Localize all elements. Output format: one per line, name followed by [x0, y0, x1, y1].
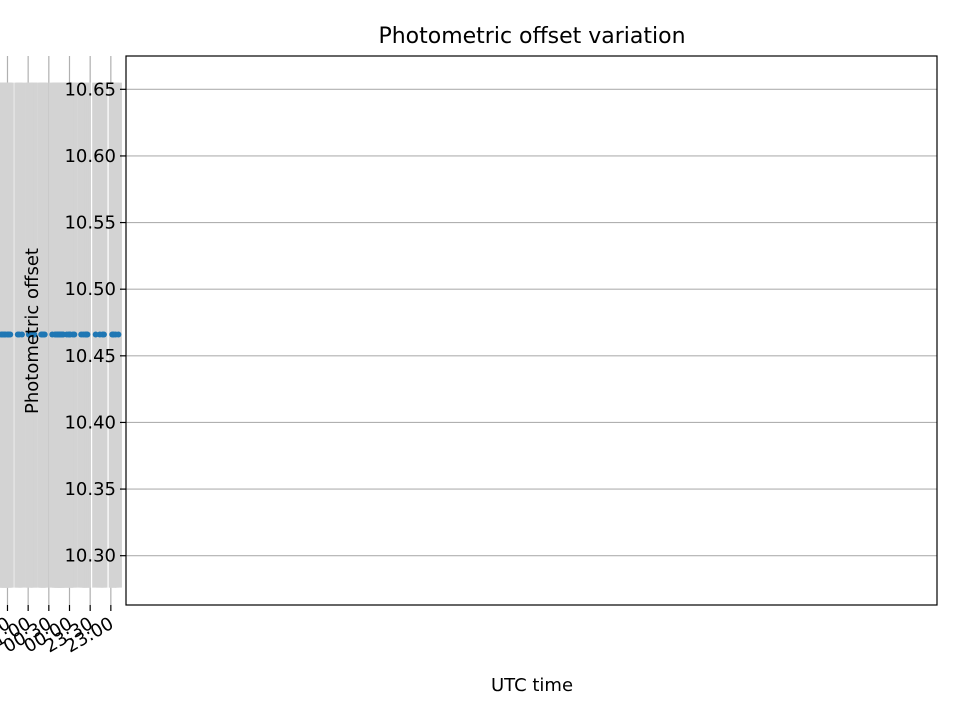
- data-point: [0, 331, 5, 338]
- data-point: [30, 331, 37, 338]
- y-axis-label: Photometric offset: [22, 248, 43, 414]
- y-tick-label: 10.60: [64, 146, 116, 167]
- data-point: [92, 331, 99, 338]
- plot-frame: [125, 55, 938, 606]
- data-points: [0, 331, 122, 338]
- data-point: [109, 331, 116, 338]
- x-axis-label: UTC time: [491, 675, 573, 696]
- data-point: [14, 331, 21, 338]
- data-point: [49, 331, 56, 338]
- chart-title: Photometric offset variation: [378, 24, 685, 49]
- data-point: [38, 331, 45, 338]
- data-point: [78, 331, 85, 338]
- y-tick-label: 10.30: [64, 546, 116, 567]
- y-tick-label: 10.35: [64, 479, 116, 500]
- y-tick-label: 10.55: [64, 213, 116, 234]
- data-point: [25, 331, 32, 338]
- y-tick-label: 10.40: [64, 412, 116, 433]
- y-tick-label: 10.45: [64, 346, 116, 367]
- y-tick-label: 10.65: [64, 79, 116, 100]
- y-axis: 10.30 10.35 10.40 10.45 10.50 10.55 10.60 10.65: [64, 79, 126, 567]
- y-tick-label: 10.50: [64, 279, 116, 300]
- data-point: [96, 331, 103, 338]
